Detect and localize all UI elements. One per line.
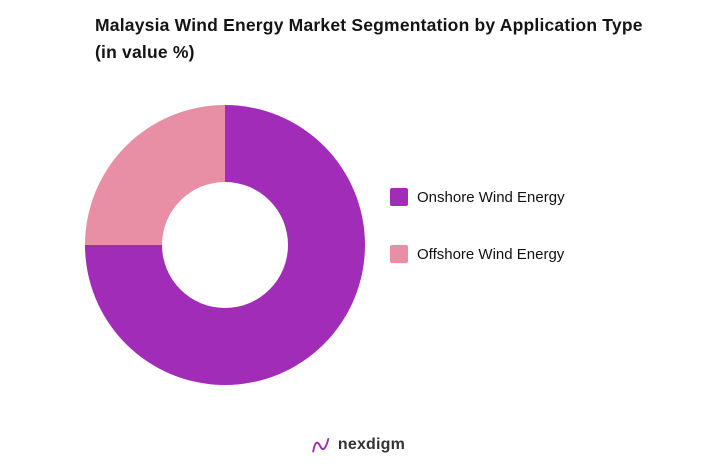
legend-label-onshore: Onshore Wind Energy: [417, 188, 565, 206]
donut-hole: [162, 182, 288, 308]
legend-item-offshore: Offshore Wind Energy: [390, 245, 565, 263]
legend-swatch-offshore: [390, 245, 408, 263]
legend-item-onshore: Onshore Wind Energy: [390, 188, 565, 206]
donut-chart-area: [85, 105, 365, 385]
chart-legend: Onshore Wind Energy Offshore Wind Energy: [390, 188, 565, 263]
brand-name: nexdigm: [337, 436, 406, 453]
legend-label-offshore: Offshore Wind Energy: [417, 245, 565, 263]
chart-title: Malaysia Wind Energy Market Segmentation…: [95, 15, 643, 63]
legend-swatch-onshore: [390, 188, 408, 206]
brand-footer: nexdigm: [0, 434, 715, 456]
nexdigm-logo-icon: [310, 434, 332, 456]
wave-n-path: [312, 438, 330, 453]
